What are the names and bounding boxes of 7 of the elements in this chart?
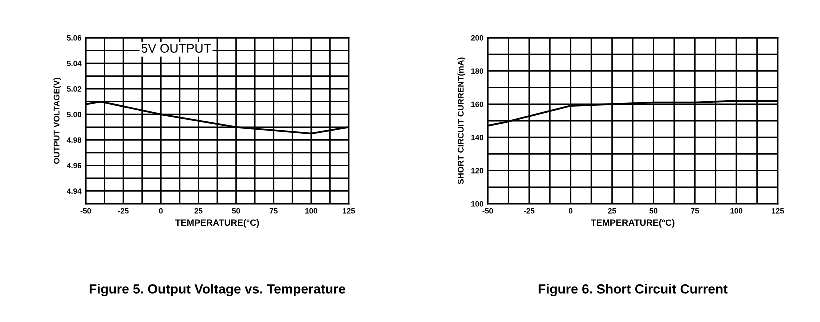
x-axis-title: TEMPERATURE(°C): [176, 219, 260, 228]
x-axis-title: TEMPERATURE(°C): [591, 219, 675, 228]
y-axis-title: OUTPUT VOLTAGE(V): [54, 78, 62, 164]
text: Figure 5. Output Voltage vs. Temperature: [90, 284, 346, 296]
text: Figure 6. Short Circuit Current: [538, 284, 728, 296]
annotation: 5V OUTPUT: [142, 44, 212, 53]
y-axis-title: SHORT CIRCUIT CURRENT(mA): [458, 58, 466, 184]
